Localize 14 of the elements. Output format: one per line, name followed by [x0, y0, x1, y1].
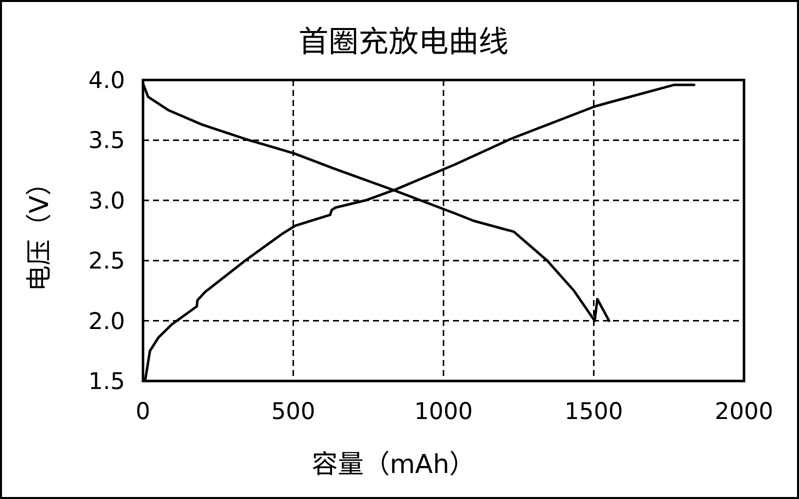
y-tick-label: 2.5 — [88, 248, 125, 275]
y-tick-label: 3.0 — [88, 188, 125, 214]
x-axis-title: 容量（mAh） — [312, 450, 476, 480]
y-tick-label: 4.0 — [88, 68, 125, 94]
x-tick-label: 0 — [136, 399, 150, 425]
x-tick-label: 500 — [271, 399, 316, 425]
y-tick-label: 1.5 — [88, 369, 125, 395]
x-tick-label: 1000 — [414, 399, 473, 425]
y-axis-title: 电压（V） — [25, 170, 55, 292]
x-tick-label: 2000 — [714, 399, 774, 425]
y-tick-label: 2.0 — [88, 308, 125, 335]
x-tick-label: 1500 — [564, 399, 624, 425]
chart-title: 首圈充放电曲线 — [298, 25, 508, 60]
y-tick-label: 3.5 — [88, 128, 125, 154]
